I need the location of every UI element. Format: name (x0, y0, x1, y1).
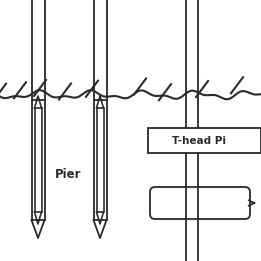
Bar (148, 128, 261, 153)
Bar (32, 100, 44, 220)
Bar (93, 100, 106, 220)
Text: T-head Pi: T-head Pi (172, 135, 226, 145)
Text: Pier: Pier (55, 169, 81, 181)
FancyBboxPatch shape (150, 187, 250, 219)
Bar (34, 108, 41, 212)
Bar (97, 108, 104, 212)
